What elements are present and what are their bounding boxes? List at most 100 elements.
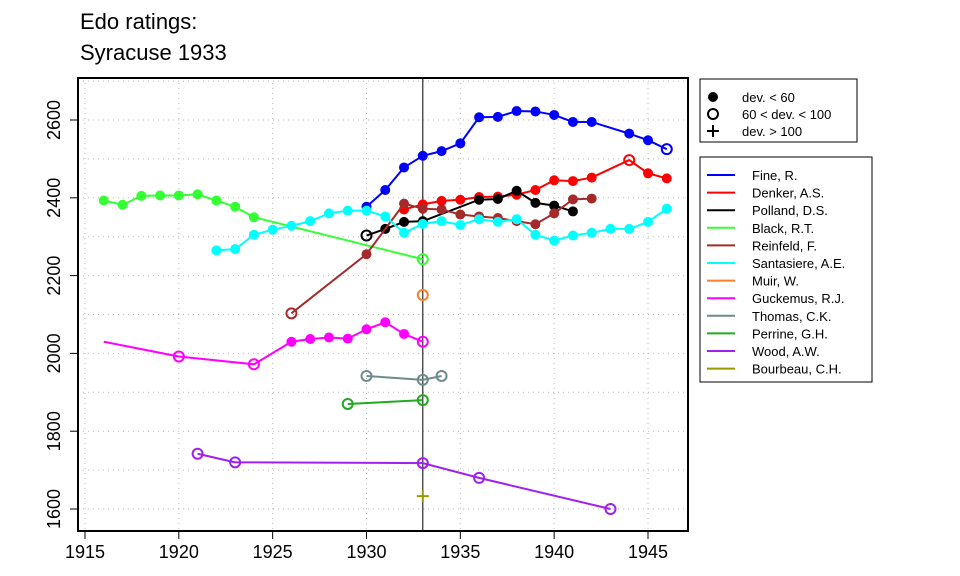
data-point-santasiere-a-e	[661, 203, 672, 214]
data-point-polland-d-s	[530, 197, 541, 208]
data-point-santasiere-a-e	[511, 214, 522, 225]
data-point-guckemus-r-j	[247, 358, 260, 371]
data-point-wood-a-w	[416, 457, 429, 470]
data-point-santasiere-a-e	[399, 227, 410, 238]
data-point-fine-r	[492, 111, 503, 122]
data-point-guckemus-r-j	[172, 350, 185, 363]
legend-label-muir-w: Muir, W.	[752, 274, 799, 289]
data-point-denker-a-s	[436, 195, 447, 206]
data-point-guckemus-r-j	[286, 336, 297, 347]
data-point-wood-a-w	[604, 503, 617, 515]
data-point-polland-d-s	[360, 229, 373, 242]
data-point-reinfeld-f	[567, 194, 578, 205]
x-tick-label: 1925	[253, 542, 293, 562]
data-point-fine-r	[417, 150, 428, 161]
data-point-fine-r	[643, 135, 653, 146]
series-black-r-t	[98, 189, 429, 266]
series-thomas-c-k	[360, 369, 448, 386]
data-point-thomas-c-k	[360, 369, 373, 382]
x-tick-label: 1915	[65, 542, 105, 562]
series-perrine-g-h	[341, 394, 429, 410]
series-fine-r	[361, 106, 673, 212]
data-point-black-r-t	[230, 201, 241, 212]
data-point-black-r-t	[192, 189, 203, 200]
x-tick-label: 1945	[628, 542, 668, 562]
data-point-thomas-c-k	[435, 369, 448, 382]
data-point-guckemus-r-j	[399, 328, 410, 339]
y-tick-label: 2000	[44, 333, 64, 373]
series-line-fine-r	[365, 110, 668, 208]
data-point-denker-a-s	[623, 154, 636, 167]
legend-filled-circle-icon	[708, 92, 718, 102]
series-wood-a-w	[191, 447, 617, 515]
data-point-denker-a-s	[567, 176, 578, 187]
data-point-fine-r	[549, 109, 560, 120]
data-point-black-r-t	[248, 212, 259, 223]
data-point-reinfeld-f	[436, 204, 447, 215]
data-point-guckemus-r-j	[323, 332, 334, 343]
data-point-santasiere-a-e	[342, 205, 353, 216]
data-point-polland-d-s	[492, 193, 503, 204]
x-tick-label: 1935	[440, 542, 480, 562]
data-point-black-r-t	[98, 195, 109, 206]
data-point-reinfeld-f	[417, 203, 428, 214]
series-santasiere-a-e	[211, 203, 672, 256]
series-legend-box	[699, 156, 873, 383]
data-point-black-r-t	[155, 190, 166, 201]
y-tick-label: 1800	[44, 411, 64, 451]
y-tick-label: 2400	[44, 178, 64, 218]
data-point-santasiere-a-e	[380, 211, 391, 222]
data-point-wood-a-w	[191, 447, 204, 460]
data-point-santasiere-a-e	[643, 216, 653, 227]
legend-open-circle-icon	[707, 108, 719, 120]
x-tick-label: 1920	[159, 542, 199, 562]
legend-label-thomas-c-k: Thomas, C.K.	[752, 309, 831, 324]
symbol-legend: dev. < 60 60 < dev. < 100 dev. > 100	[699, 78, 858, 143]
data-point-reinfeld-f	[530, 219, 541, 230]
series-line-thomas-c-k	[366, 374, 442, 381]
data-point-black-r-t	[117, 199, 128, 210]
data-point-black-r-t	[173, 190, 184, 201]
chart-title-line-1: Edo ratings:	[80, 9, 197, 34]
x-tick-label: 1930	[346, 542, 386, 562]
legend-label-wood-a-w: Wood, A.W.	[752, 344, 820, 359]
data-point-reinfeld-f	[455, 209, 466, 220]
data-point-santasiere-a-e	[605, 223, 616, 234]
legend-label-santasiere-a-e: Santasiere, A.E.	[752, 256, 845, 271]
legend-label-guckemus-r-j: Guckemus, R.J.	[752, 291, 844, 306]
y-tick-label: 2200	[44, 256, 64, 296]
series-line-black-r-t	[103, 193, 424, 261]
data-point-denker-a-s	[586, 172, 597, 183]
series-layer	[98, 106, 673, 515]
plot-frame	[77, 77, 689, 532]
data-point-polland-d-s	[511, 185, 522, 196]
data-point-reinfeld-f	[361, 249, 372, 260]
data-point-santasiere-a-e	[530, 229, 541, 240]
data-point-fine-r	[455, 138, 466, 149]
series-line-perrine-g-h	[347, 399, 423, 405]
data-point-fine-r	[474, 112, 485, 123]
data-point-fine-r	[530, 106, 541, 117]
y-tick-label: 1600	[44, 489, 64, 529]
legend-label-denker-a-s: Denker, A.S.	[752, 186, 824, 201]
series-guckemus-r-j	[103, 317, 429, 371]
data-point-santasiere-a-e	[267, 224, 278, 235]
data-point-santasiere-a-e	[361, 205, 372, 216]
data-point-wood-a-w	[473, 471, 486, 484]
data-point-perrine-g-h	[416, 394, 429, 407]
data-point-guckemus-r-j	[342, 333, 353, 344]
data-point-santasiere-a-e	[549, 235, 560, 246]
series-polland-d-s	[360, 185, 578, 242]
data-point-denker-a-s	[530, 185, 541, 196]
axes: 1915 1920 1925 1930 1935 1940 1945 1600 1800 2000…	[44, 100, 668, 562]
legend-label-reinfeld-f: Reinfeld, F.	[752, 238, 817, 253]
symbol-legend-box	[699, 78, 858, 143]
data-point-fine-r	[511, 106, 522, 117]
data-point-guckemus-r-j	[380, 317, 391, 328]
data-point-denker-a-s	[661, 173, 672, 184]
data-point-black-r-t	[136, 190, 147, 201]
series-bourbeau-c-h	[416, 490, 429, 503]
series-line-guckemus-r-j	[103, 321, 424, 366]
data-point-reinfeld-f	[285, 307, 298, 320]
data-point-fine-r	[436, 146, 447, 157]
